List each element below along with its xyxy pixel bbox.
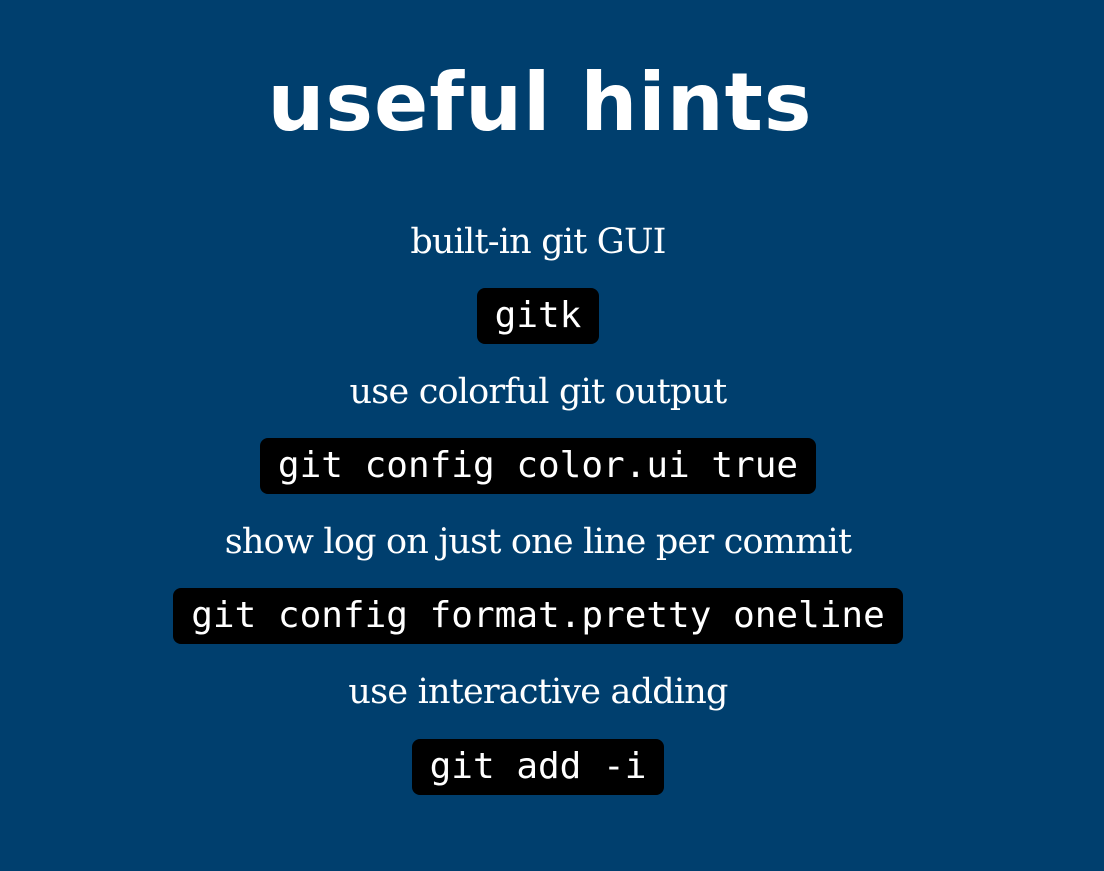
hint-command-row: git config format.pretty oneline — [0, 588, 1076, 644]
hint-command: git config color.ui true — [259, 438, 817, 494]
hint-caption: use colorful git output — [349, 372, 728, 412]
hint-caption: built-in git GUI — [410, 222, 666, 262]
hint-command: gitk — [476, 288, 600, 344]
hint-command: git config format.pretty oneline — [173, 588, 903, 644]
hint-command-row: git config color.ui true — [0, 438, 1076, 494]
hint-command-row: git add -i — [0, 739, 1076, 795]
slide-title: useful hints — [267, 56, 813, 149]
hint-command-row: gitk — [0, 288, 1076, 344]
hint-command: git add -i — [411, 739, 665, 795]
hint-caption: show log on just one line per commit — [224, 522, 852, 562]
hint-caption: use interactive adding — [348, 672, 728, 712]
